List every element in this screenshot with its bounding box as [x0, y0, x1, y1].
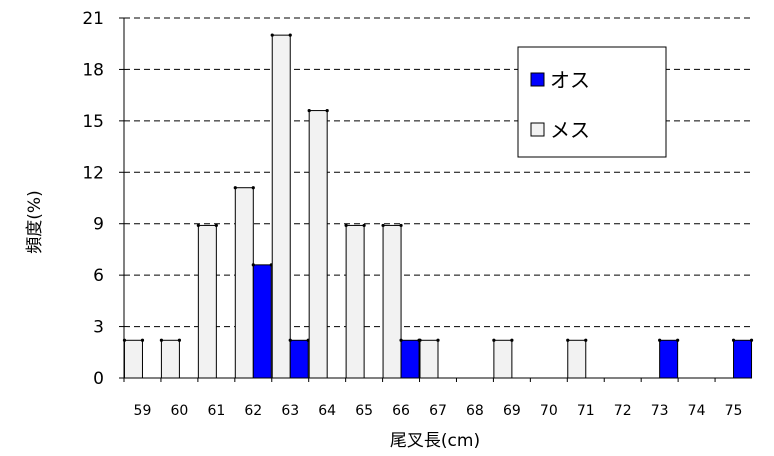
bar-corner-dot [325, 108, 329, 113]
bar-female [123, 339, 143, 379]
bar-male [289, 339, 309, 379]
y-tick-label: 12 [82, 163, 104, 183]
bar-corner-dot [399, 338, 403, 342]
x-tick-label: 68 [466, 403, 484, 419]
bar-corner-dot [233, 186, 237, 190]
legend: オス メス [517, 46, 667, 158]
bar-female [234, 187, 254, 379]
bar-corner-dot [288, 338, 292, 342]
y-tick-label: 6 [93, 266, 104, 286]
x-tick-label: 74 [688, 403, 706, 419]
x-tick-label: 63 [281, 403, 299, 419]
bar-corner-dot [492, 338, 496, 342]
bar-female [160, 339, 180, 379]
legend-swatch-male [530, 72, 545, 87]
x-tick-labels: 59 60 61 62 63 64 65 66 67 68 69 70 71 72 73 74 75 [134, 403, 743, 419]
bar-corner-dot [731, 338, 736, 342]
bar-corner-dot [140, 338, 145, 342]
bar-corner-dot [344, 223, 348, 228]
x-tick-label: 70 [540, 403, 558, 419]
x-tick-label: 60 [170, 403, 188, 419]
x-tick-label: 75 [725, 403, 743, 419]
bar-corner-dot [214, 223, 218, 228]
bar-corner-dot [510, 338, 514, 342]
legend-label-female: メス [550, 118, 590, 142]
legend-box [517, 46, 667, 158]
x-tick-label: 62 [244, 403, 262, 419]
y-tick-label: 9 [93, 215, 104, 235]
bar-corner-dot [177, 338, 182, 342]
x-tick-label: 73 [651, 403, 669, 419]
bar-corner-dot [307, 108, 311, 113]
bar-male [733, 339, 753, 379]
y-tick-label: 0 [93, 369, 104, 389]
x-tick-label: 67 [429, 403, 447, 419]
bar-female [419, 339, 439, 379]
y-tick-label: 21 [82, 9, 104, 29]
bar-corner-dot [418, 338, 422, 342]
x-tick-label: 61 [207, 403, 225, 419]
y-tick-label: 3 [93, 318, 104, 338]
y-tick-label: 15 [82, 112, 104, 132]
bar-male [400, 339, 420, 379]
x-tick-label: 59 [134, 403, 152, 419]
legend-label-male: オス [550, 68, 590, 92]
bar-female [493, 339, 513, 379]
y-axis-title: 頻度(%) [25, 190, 45, 253]
bar-corner-dot [399, 223, 403, 228]
legend-swatch-female [530, 122, 545, 137]
bar-corner-dot [436, 338, 440, 342]
bar-female [271, 34, 291, 379]
bar-corner-dot [381, 223, 385, 228]
x-tick-label: 72 [614, 403, 632, 419]
bar-corner-dot [566, 338, 570, 342]
y-tick-labels: 0 3 6 9 12 15 18 21 [82, 9, 104, 389]
bar-female [567, 339, 587, 379]
x-tick-label: 65 [355, 403, 373, 419]
axes [119, 17, 752, 382]
bar-female [382, 224, 402, 379]
bar-male [659, 339, 679, 379]
bar-corner-dot [251, 263, 255, 267]
x-tick-label: 66 [392, 403, 410, 419]
y-tick-label: 18 [82, 60, 104, 80]
bar-corner-dot [584, 338, 588, 342]
x-axis-title: 尾叉長(cm) [390, 431, 480, 451]
bar-corner-dot [251, 186, 255, 190]
bar-female [308, 110, 328, 379]
x-tick-label: 64 [318, 403, 336, 419]
gridlines [124, 17, 752, 328]
x-tick-label: 69 [503, 403, 521, 419]
bar-female [345, 224, 365, 379]
bar-male [252, 264, 272, 379]
bar-corner-dot [676, 338, 680, 342]
bar-corner-dot [288, 33, 292, 37]
bar-female [197, 224, 217, 379]
bar-corner-dot [362, 223, 366, 228]
x-tick-label: 71 [577, 403, 595, 419]
bar-corner-dot [196, 223, 200, 228]
bar-corner-dot [749, 338, 754, 342]
bar-corner-dot [270, 33, 274, 37]
bar-corner-dot [658, 338, 662, 342]
bar-corner-dot [159, 338, 164, 342]
bars [122, 33, 754, 379]
